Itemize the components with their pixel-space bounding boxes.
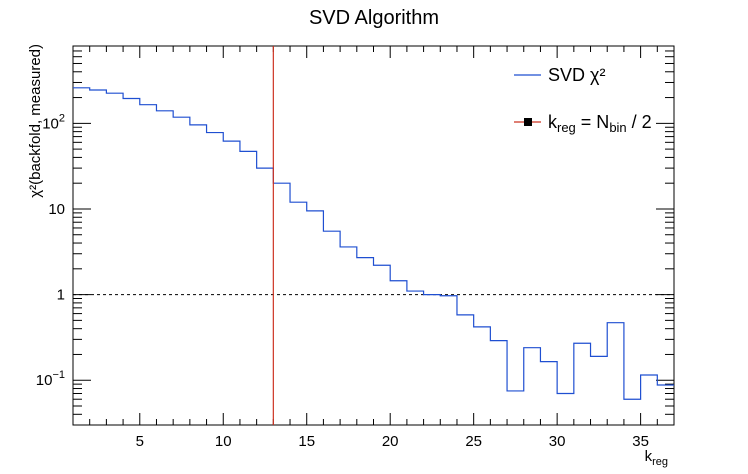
legend-kreg-sub2: bin bbox=[609, 120, 626, 135]
chart-title: SVD Algorithm bbox=[309, 7, 439, 29]
x-tick-label: 30 bbox=[549, 433, 566, 450]
y-tick-label-exponent: −1 bbox=[52, 369, 65, 381]
plot-frame bbox=[72, 45, 675, 426]
y-tick-label-base: 1 bbox=[57, 287, 65, 304]
x-tick-label: 35 bbox=[632, 433, 649, 450]
legend-kreg-tail: / 2 bbox=[627, 112, 652, 132]
x-tick-label: 20 bbox=[382, 433, 399, 450]
y-tick-label-base: 10 bbox=[36, 372, 53, 389]
y-tick-label: 10−1 bbox=[36, 369, 65, 389]
x-tick-label: 15 bbox=[298, 433, 315, 450]
legend-kreg-mid: = N bbox=[576, 112, 610, 132]
y-tick-label-base: 10 bbox=[42, 115, 59, 132]
y-tick-label: 1 bbox=[57, 287, 65, 304]
legend-label-kreg: kreg = Nbin / 2 bbox=[548, 112, 652, 135]
legend-label-svd: SVD χ² bbox=[548, 65, 605, 85]
x-axis-label: kreg bbox=[645, 448, 668, 468]
x-axis-label-sub: reg bbox=[652, 456, 668, 468]
y-axis-label: χ²(backfold, measured) bbox=[27, 44, 44, 198]
x-tick-label: 25 bbox=[465, 433, 482, 450]
legend-kreg-sub1: reg bbox=[557, 120, 576, 135]
y-tick-label-base: 10 bbox=[48, 201, 65, 218]
y-tick-label-exponent: 2 bbox=[59, 112, 65, 124]
x-axis-label-main: k bbox=[645, 448, 653, 465]
y-tick-label: 10 bbox=[48, 201, 65, 218]
x-tick-label: 5 bbox=[136, 433, 144, 450]
svd-chi2-series bbox=[73, 87, 674, 400]
legend: SVD χ² kreg = Nbin / 2 bbox=[514, 65, 652, 135]
x-tick-label: 10 bbox=[215, 433, 232, 450]
legend-swatch-kreg-marker bbox=[524, 118, 532, 126]
y-tick-label: 102 bbox=[42, 112, 65, 132]
legend-kreg-k: k bbox=[548, 112, 558, 132]
